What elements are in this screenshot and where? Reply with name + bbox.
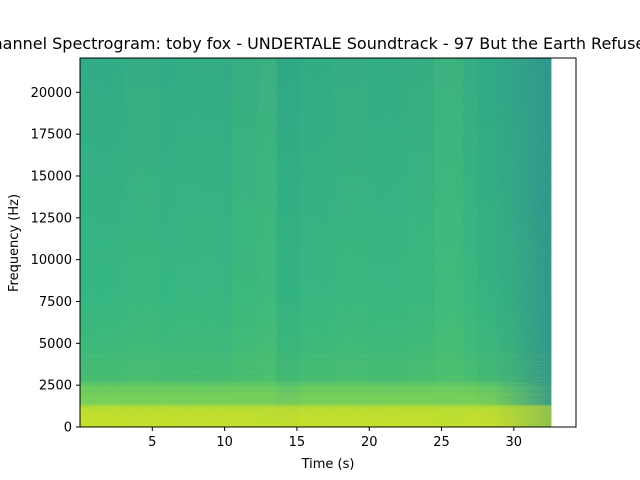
plot-area	[80, 58, 552, 427]
y-tick-label: 2500	[39, 379, 72, 394]
y-tick-label: 15000	[31, 169, 72, 184]
y-tick-label: 20000	[31, 86, 72, 101]
y-tick-label: 0	[64, 421, 72, 436]
spectrogram-noise	[80, 58, 552, 427]
y-tick-label: 12500	[31, 211, 72, 226]
x-tick-label: 15	[289, 435, 306, 450]
y-tick-label: 5000	[39, 337, 72, 352]
x-axis: 5 10 15 20 25 30	[148, 427, 522, 450]
y-axis: 0 2500 5000 7500 10000 12500 15000 17500 20000	[31, 86, 80, 436]
axes-frame	[79, 57, 577, 428]
y-tick-label: 7500	[39, 295, 72, 310]
x-tick-label: 20	[361, 435, 378, 450]
y-axis-label: Frequency (Hz)	[7, 194, 22, 292]
y-tick-label: 10000	[31, 253, 72, 268]
x-tick-label: 30	[506, 435, 523, 450]
x-axis-label: Time (s)	[301, 457, 355, 472]
y-tick-label: 17500	[31, 128, 72, 143]
x-tick-label: 25	[433, 435, 450, 450]
chart-title: Mono-Channel Spectrogram: toby fox - UND…	[0, 34, 640, 53]
x-tick-label: 5	[148, 435, 156, 450]
x-tick-label: 10	[216, 435, 233, 450]
